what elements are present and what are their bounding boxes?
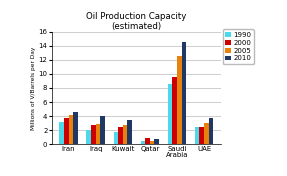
Bar xyxy=(177,56,182,144)
Y-axis label: Millions of V/Barrels per Day: Millions of V/Barrels per Day xyxy=(31,46,36,130)
Bar xyxy=(118,127,123,144)
Bar xyxy=(96,124,100,144)
Bar xyxy=(145,138,150,144)
Bar xyxy=(204,123,209,144)
Bar xyxy=(209,118,213,144)
Bar xyxy=(73,112,78,144)
Bar xyxy=(168,84,172,144)
Bar xyxy=(86,130,91,144)
Bar xyxy=(182,42,186,144)
Bar xyxy=(199,127,204,144)
Legend: 1990, 2000, 2005, 2010: 1990, 2000, 2005, 2010 xyxy=(223,29,254,64)
Bar xyxy=(100,116,105,144)
Bar xyxy=(69,115,73,144)
Bar xyxy=(123,125,127,144)
Bar xyxy=(195,127,199,144)
Bar xyxy=(59,122,64,144)
Bar xyxy=(154,139,159,144)
Bar xyxy=(114,132,118,144)
Bar xyxy=(64,118,69,144)
Title: Oil Production Capacity
(estimated): Oil Production Capacity (estimated) xyxy=(86,11,187,31)
Bar xyxy=(127,120,132,144)
Bar xyxy=(141,141,145,144)
Bar xyxy=(150,141,154,144)
Bar xyxy=(172,77,177,144)
Bar xyxy=(91,125,96,144)
